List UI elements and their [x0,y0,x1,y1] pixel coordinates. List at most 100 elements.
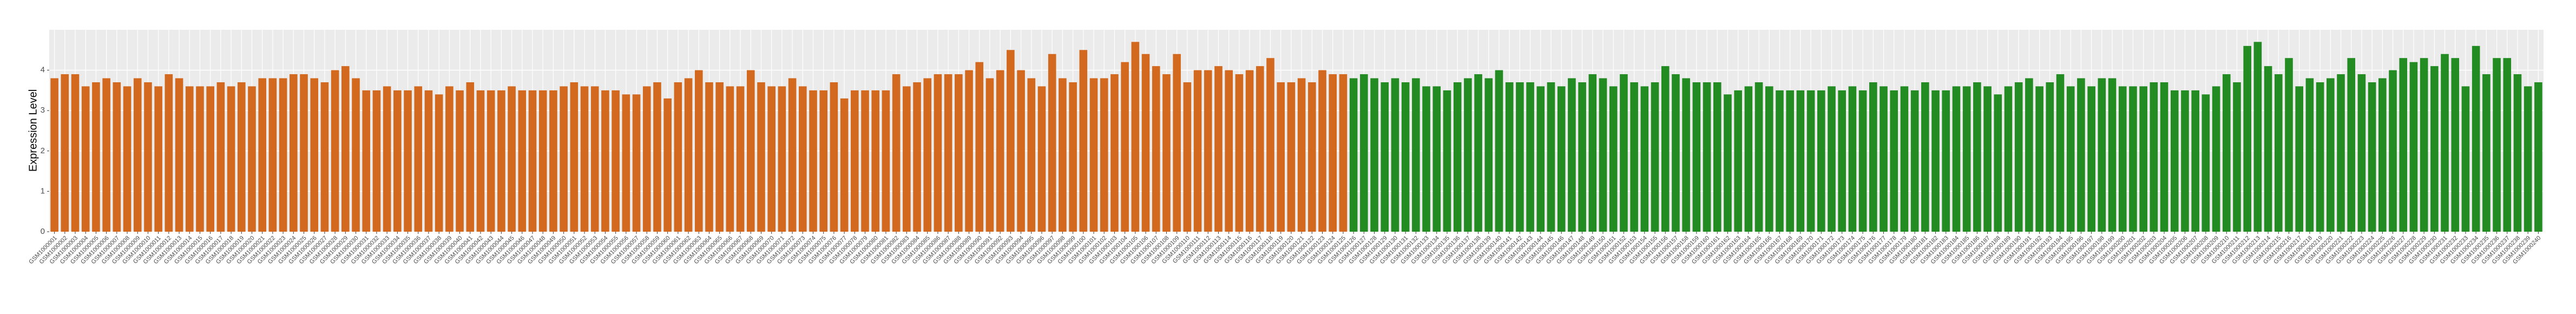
bar [2327,78,2335,232]
bar [1910,90,1919,232]
bar [2108,78,2117,232]
bar [1962,86,1971,232]
bar [1516,82,1524,232]
bar [1817,90,1825,232]
bar [445,86,454,232]
bar [996,70,1004,232]
bar [237,82,246,232]
bar [476,90,485,232]
bar [2035,86,2043,232]
bar [2181,90,2189,232]
bar [1672,74,1680,232]
bar [746,70,755,232]
bar [1754,82,1763,232]
bar [2212,86,2220,232]
bar [1630,82,1638,232]
bar [175,78,183,232]
bar [1599,78,1607,232]
bar [2493,58,2501,232]
bar [1588,74,1597,232]
bar [1141,54,1150,232]
bar [102,78,110,232]
bar [549,90,557,232]
bar [372,90,381,232]
bar [81,86,90,232]
bar [1131,42,1140,232]
bar [2285,58,2293,232]
bar [113,82,121,232]
bar [1308,82,1316,232]
bar [1724,94,1732,232]
bar [1880,86,1888,232]
bar [2482,74,2490,232]
bar [1838,90,1846,232]
bar [1661,66,1670,232]
bar [1942,90,1950,232]
bar [1994,94,2002,232]
bar [2056,74,2065,232]
bar [1412,78,1420,232]
bar [466,82,475,232]
bar [1121,62,1129,232]
bar [1287,82,1296,232]
bar [424,90,433,232]
bar [2025,78,2033,232]
bar [944,74,952,232]
y-tick-label: 3 [41,106,45,115]
bar [1869,82,1877,232]
bar [1484,78,1493,232]
bar [2202,94,2210,232]
bar [2305,78,2314,232]
bar [258,78,266,232]
bar [1339,74,1348,232]
bar [1900,86,1909,232]
bar [1931,90,1940,232]
bar [2264,66,2272,232]
bar [154,86,162,232]
bar [300,74,308,232]
bar [1037,86,1046,232]
bar [1713,82,1721,232]
bar [2347,58,2356,232]
bar [2098,78,2106,232]
bar [923,78,932,232]
bar [819,90,828,232]
bar [133,78,142,232]
bar [2087,86,2095,232]
bar [590,86,599,232]
bar [1858,90,1867,232]
bar [1890,90,1898,232]
bar [1443,90,1451,232]
bar [1225,70,1233,232]
bar [341,66,350,232]
bar [2357,74,2366,232]
bar [2430,66,2439,232]
bar [1505,82,1514,232]
bar [809,90,817,232]
bar [2295,86,2303,232]
bar [2150,82,2158,232]
bar [694,70,703,232]
bar [279,78,287,232]
bar [71,74,80,232]
y-tick-label: 1 [41,186,45,195]
bar [1744,86,1753,232]
bar [965,70,973,232]
bar [1578,82,1586,232]
bar [1952,86,1961,232]
bar [1007,50,1015,232]
bar [861,90,869,232]
bar [1547,82,1555,232]
bar [1381,82,1389,232]
bar [1786,90,1794,232]
bar [2139,86,2147,232]
bar [2222,74,2231,232]
bar [383,86,391,232]
bar [632,94,641,232]
bar [2233,82,2241,232]
bar [705,82,713,232]
bar [435,94,443,232]
bar [1297,78,1306,232]
bar [1089,78,1098,232]
